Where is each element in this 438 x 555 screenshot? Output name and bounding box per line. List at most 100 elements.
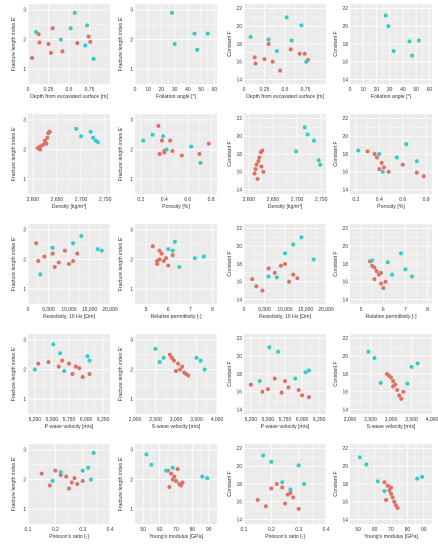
x-tick-label: 0.6 (184, 197, 191, 203)
y-tick-label: 14 (342, 77, 348, 83)
teal-data-point (398, 251, 403, 256)
red-data-point (73, 364, 78, 369)
y-tick-label: 14 (342, 187, 348, 193)
teal-data-point (267, 345, 272, 350)
red-data-point (272, 376, 277, 381)
red-data-point (381, 165, 386, 170)
scatter-panel: 50 60 70 80 90 1 2 3 Young's modulus [GPa] Fractu… (118, 444, 217, 540)
teal-data-point (32, 367, 37, 372)
red-data-point (252, 171, 257, 176)
teal-data-point (198, 358, 203, 363)
teal-data-point (414, 159, 419, 164)
red-data-point (30, 55, 35, 60)
y-tick-label: 20 (236, 354, 242, 360)
red-data-point (69, 480, 74, 485)
red-data-point (167, 352, 172, 357)
scatter-panel: 5 6 7 8 14 16 18 20 22 Relative permittivity [-] C… (333, 224, 432, 320)
teal-data-point (366, 349, 371, 354)
y-axis-label: Fracture length index E' (118, 237, 124, 292)
teal-data-point (403, 267, 408, 272)
red-data-point (291, 272, 296, 277)
y-tick-label: 3 (23, 448, 26, 454)
x-tick-label: 10 (360, 87, 366, 93)
x-tick-label: 6 (382, 307, 385, 313)
red-data-point (156, 123, 161, 128)
scatter-panel: 5 6 7 8 1 2 3 Relative permittivity [-] Fracture… (118, 224, 217, 320)
teal-data-point (161, 355, 166, 360)
teal-data-point (71, 241, 76, 246)
red-data-point (270, 59, 275, 64)
teal-data-point (170, 248, 175, 253)
y-tick-label: 14 (342, 407, 348, 413)
x-tick-label: 15,000 (298, 307, 314, 313)
teal-data-point (200, 474, 205, 479)
teal-data-point (407, 39, 412, 44)
y-axis-label: Constant F (227, 141, 233, 166)
teal-data-point (85, 23, 90, 28)
red-data-point (365, 149, 370, 154)
red-data-point (169, 471, 174, 476)
x-tick-label: 7 (189, 307, 192, 313)
scatter-panel: 2,000 2,500 3,000 3,500 4,000 1 2 3 S-wave veloc… (118, 334, 223, 430)
y-tick-label: 2 (23, 147, 26, 153)
red-data-point (296, 506, 301, 511)
red-data-point (75, 482, 80, 486)
teal-data-point (161, 134, 166, 139)
y-tick-label: 14 (236, 297, 242, 303)
teal-data-point (202, 367, 207, 372)
y-tick-label: 18 (342, 262, 348, 268)
x-tick-label: 50 (140, 527, 146, 533)
teal-data-point (38, 272, 43, 277)
y-tick-label: 18 (236, 372, 242, 378)
x-tick-label: 0.2 (137, 197, 144, 203)
teal-data-point (79, 233, 84, 238)
teal-data-point (198, 160, 203, 165)
red-data-point (175, 467, 180, 472)
y-tick-label: 20 (342, 134, 348, 140)
red-data-point (50, 251, 55, 256)
y-tick-label: 3 (130, 338, 133, 344)
red-data-point (260, 288, 265, 293)
red-data-point (395, 388, 400, 392)
teal-data-point (88, 129, 93, 134)
teal-data-point (172, 239, 177, 244)
red-data-point (170, 477, 175, 482)
red-data-point (37, 40, 42, 45)
red-data-point (56, 364, 61, 369)
red-data-point (174, 479, 178, 484)
x-axis-label: Foliation angle [°] (371, 94, 412, 100)
red-data-point (164, 256, 169, 261)
red-data-point (370, 263, 375, 268)
red-data-point (42, 138, 47, 143)
x-tick-label: 0.4 (323, 527, 330, 533)
x-tick-label: 0.8 (423, 197, 430, 203)
red-data-point (260, 148, 265, 153)
red-data-point (296, 388, 301, 392)
teal-data-point (164, 147, 169, 152)
red-data-point (50, 26, 55, 31)
teal-data-point (378, 380, 383, 385)
red-data-point (48, 50, 53, 55)
x-axis-label: S-wave velocity [m/s] (367, 424, 416, 430)
teal-data-point (274, 49, 279, 54)
x-tick-label: 0 (134, 87, 137, 93)
red-data-point (297, 51, 302, 56)
red-data-point (401, 389, 406, 394)
teal-data-point (274, 275, 279, 280)
y-tick-label: 1 (130, 397, 133, 403)
x-tick-label: 5,000 (258, 307, 271, 313)
red-data-point (67, 262, 71, 266)
x-tick-label: 0.3 (295, 527, 302, 533)
y-tick-label: 1 (23, 67, 26, 73)
red-data-point (168, 138, 173, 143)
y-axis-label: Fracture length index E' (118, 457, 124, 512)
x-tick-label: 3,000 (170, 417, 183, 423)
x-tick-label: 60 (427, 87, 433, 93)
teal-data-point (410, 274, 415, 279)
red-data-point (252, 55, 257, 60)
teal-data-point (291, 242, 296, 247)
x-axis-label: Density [kg/m³] (52, 204, 87, 210)
x-tick-label: 60 (157, 527, 163, 533)
x-axis-label: Density [kg/m³] (268, 204, 303, 210)
red-data-point (385, 483, 390, 488)
